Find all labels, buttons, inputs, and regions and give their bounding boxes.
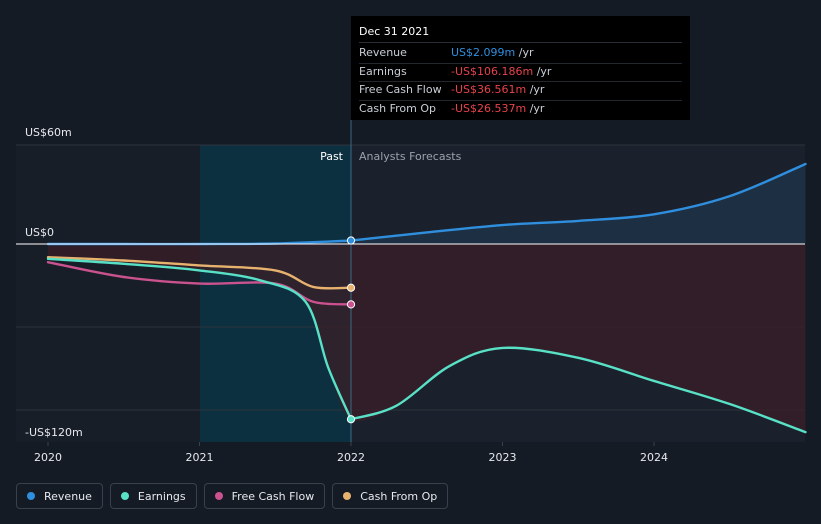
tooltip: Dec 31 2021 Revenue US$2.099m /yr Earnin… bbox=[351, 16, 690, 120]
tooltip-label: Free Cash Flow bbox=[359, 83, 442, 96]
tooltip-label: Earnings bbox=[359, 64, 407, 78]
marker-cash-from-op bbox=[346, 283, 356, 292]
x-tick-label: 2024 bbox=[640, 451, 668, 464]
series-line-revenue-forecast bbox=[349, 162, 807, 242]
tooltip-value: US$2.099m bbox=[451, 46, 516, 59]
legend-item-cash-from-op[interactable]: Cash From Op bbox=[332, 483, 449, 509]
negative-area bbox=[48, 244, 806, 433]
past-label: Past bbox=[320, 150, 344, 163]
tooltip-unit: /yr bbox=[529, 83, 545, 96]
x-axis-ticks: 2020 2021 2022 2023 2024 bbox=[34, 442, 668, 464]
x-tick-label: 2021 bbox=[186, 451, 214, 464]
tooltip-unit: /yr bbox=[529, 101, 545, 115]
y-label-top: US$60m bbox=[25, 126, 72, 139]
tooltip-unit: /yr bbox=[536, 64, 552, 78]
y-label-zero: US$0 bbox=[25, 226, 54, 239]
legend-dot-icon bbox=[343, 492, 352, 500]
legend-dot-icon bbox=[120, 492, 129, 500]
legend-label: Earnings bbox=[137, 489, 186, 503]
series-line-cash-from-op bbox=[46, 256, 353, 290]
tooltip-label: Revenue bbox=[359, 46, 407, 59]
marker-free-cash-flow bbox=[346, 300, 356, 309]
series-line-free-cash-flow bbox=[46, 260, 353, 306]
legend-item-revenue[interactable]: Revenue bbox=[16, 483, 103, 509]
legend: Revenue Earnings Free Cash Flow Cash Fro… bbox=[16, 483, 449, 511]
series-line-earnings-forecast bbox=[349, 346, 807, 434]
legend-label: Free Cash Flow bbox=[231, 489, 315, 503]
tooltip-row-revenue: Revenue US$2.099m /yr bbox=[359, 45, 682, 64]
y-label-bottom: -US$120m bbox=[25, 426, 83, 439]
tooltip-value: -US$26.537m bbox=[451, 101, 527, 115]
forecast-label: Analysts Forecasts bbox=[359, 150, 462, 163]
tooltip-row-cash-from-op: Cash From Op -US$26.537m /yr bbox=[359, 101, 682, 119]
legend-item-free-cash-flow[interactable]: Free Cash Flow bbox=[203, 483, 326, 509]
x-tick-label: 2020 bbox=[34, 451, 62, 464]
tooltip-date: Dec 31 2021 bbox=[359, 24, 682, 43]
tooltip-unit: /yr bbox=[518, 46, 534, 59]
tooltip-row-earnings: Earnings -US$106.186m /yr bbox=[359, 64, 682, 82]
legend-label: Revenue bbox=[44, 489, 92, 503]
tooltip-value: -US$36.561m bbox=[451, 83, 527, 96]
legend-dot-icon bbox=[214, 492, 223, 500]
x-tick-label: 2022 bbox=[337, 451, 365, 464]
tooltip-label: Cash From Op bbox=[359, 101, 437, 115]
tooltip-value: -US$106.186m bbox=[451, 64, 534, 78]
endpoint-markers bbox=[346, 236, 356, 424]
series-line-earnings bbox=[46, 257, 353, 421]
legend-dot-icon bbox=[27, 492, 35, 500]
marker-earnings bbox=[346, 415, 356, 424]
tooltip-row-free-cash-flow: Free Cash Flow -US$36.561m /yr bbox=[359, 82, 682, 101]
legend-item-earnings[interactable]: Earnings bbox=[109, 483, 197, 509]
marker-revenue bbox=[346, 236, 356, 245]
legend-label: Cash From Op bbox=[360, 489, 438, 503]
x-tick-label: 2023 bbox=[489, 451, 517, 464]
revenue-area bbox=[48, 163, 806, 245]
